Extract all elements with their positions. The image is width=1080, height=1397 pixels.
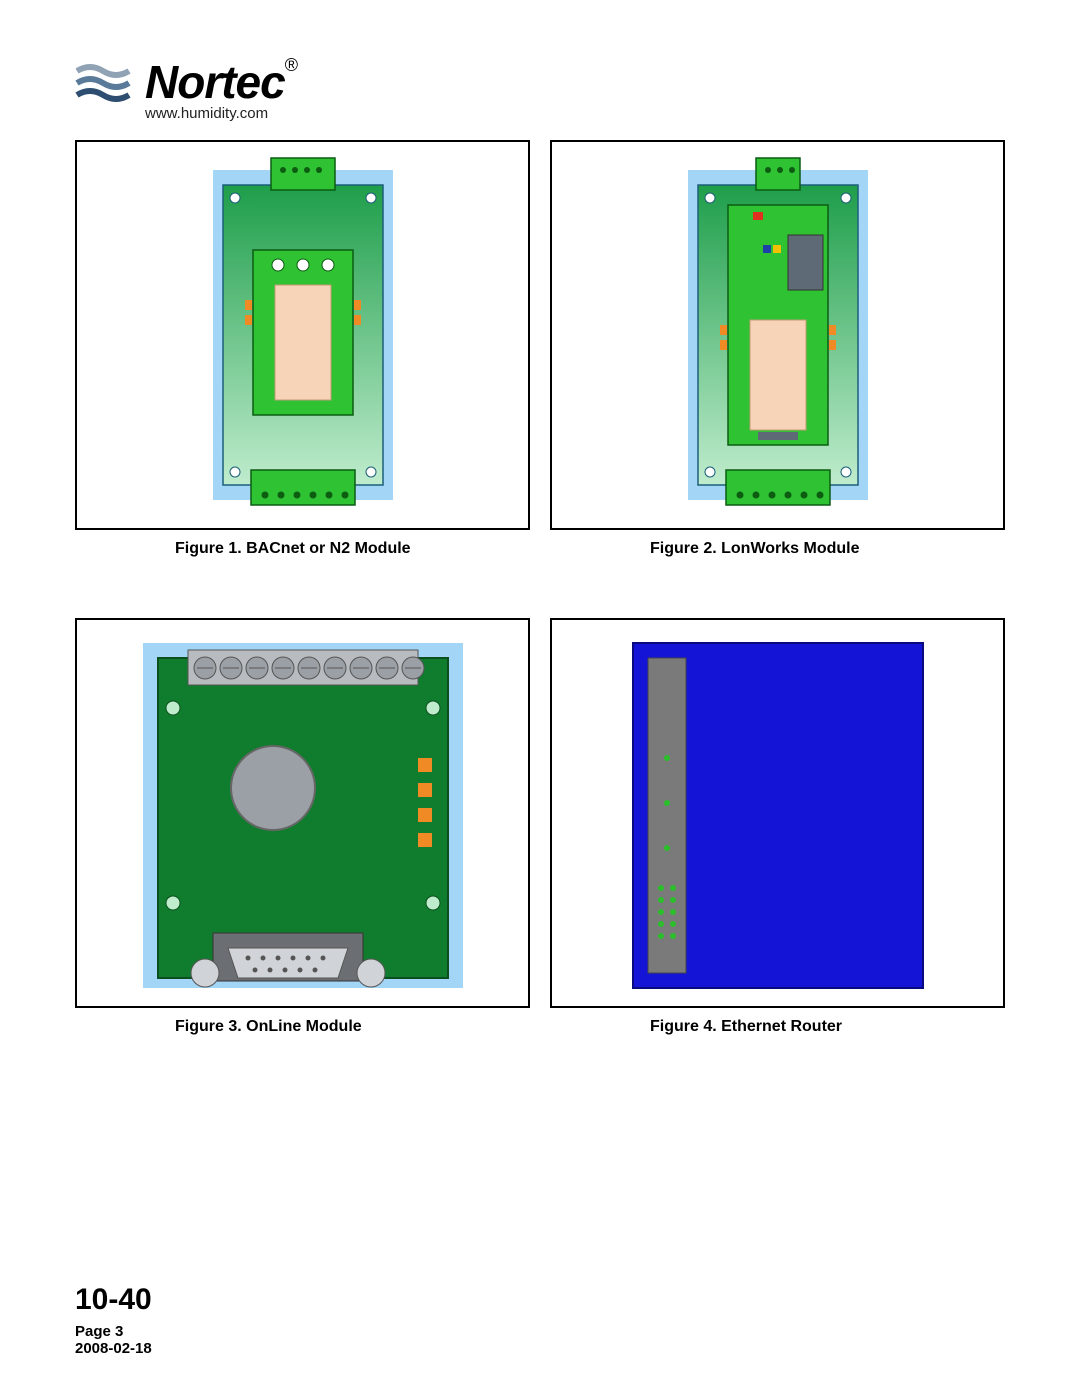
page-date: 2008-02-18 — [75, 1340, 152, 1357]
ethernet-router-diagram — [618, 628, 938, 998]
figure-caption: Figure 4. Ethernet Router — [550, 1018, 1005, 1036]
lonworks-module-diagram — [668, 150, 888, 520]
page-footer: 10-40 Page 3 2008-02-18 — [75, 1283, 152, 1357]
figure-caption: Figure 1. BACnet or N2 Module — [75, 540, 530, 558]
brand-name: Nortec® — [145, 55, 297, 109]
figure-box — [75, 618, 530, 1008]
figure-cell: Figure 2. LonWorks Module — [550, 140, 1005, 598]
figure-box — [75, 140, 530, 530]
wave-icon — [75, 59, 135, 105]
figure-cell: Figure 1. BACnet or N2 Module — [75, 140, 530, 598]
brand-url: www.humidity.com — [145, 105, 268, 122]
page-header: Nortec® www.humidity.com — [75, 55, 1005, 122]
figure-cell: Figure 4. Ethernet Router — [550, 618, 1005, 1076]
figure-caption: Figure 2. LonWorks Module — [550, 540, 1005, 558]
online-module-diagram — [123, 628, 483, 998]
figure-cell: Figure 3. OnLine Module — [75, 618, 530, 1076]
figure-box — [550, 618, 1005, 1008]
figure-caption: Figure 3. OnLine Module — [75, 1018, 530, 1036]
figure-grid: Figure 1. BACnet or N2 Module — [75, 140, 1005, 1076]
logo: Nortec® — [75, 55, 297, 109]
bacnet-module-diagram — [193, 150, 413, 520]
section-number: 10-40 — [75, 1283, 152, 1317]
figure-box — [550, 140, 1005, 530]
page-number: Page 3 — [75, 1323, 152, 1340]
